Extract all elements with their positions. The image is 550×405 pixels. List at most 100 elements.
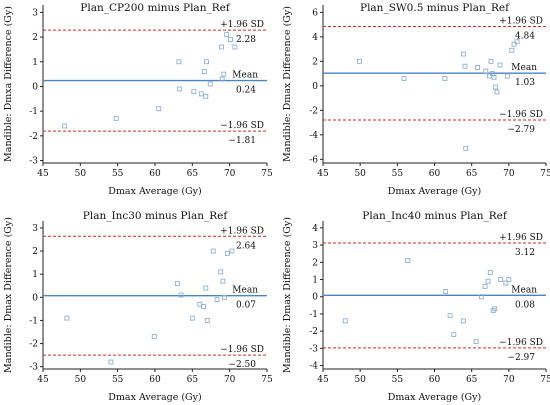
x-tick-label: 65 [187,169,199,179]
y-tick-label: -3 [29,157,38,167]
y-tick-label: -3 [309,344,318,354]
data-point [229,248,235,254]
data-point [219,76,225,82]
lower-limit-value: −1.81 [228,136,256,146]
y-tick-label: 0 [32,82,38,92]
y-tick-label: 6 [312,8,318,18]
data-point [494,89,500,95]
y-axis-label: Mandible: Dmax Difference (Gy) [3,217,14,373]
x-tick-label: 45 [317,169,329,179]
data-point [108,359,114,365]
data-point [493,84,498,90]
x-tick-label: 50 [75,169,87,179]
chart-title: Plan_Inc40 minus Plan_Ref [362,210,508,222]
x-tick-label: 45 [317,375,329,385]
chart-panel-3: Plan_Inc30 minus Plan_Ref 45 50 55 60 65 70 75 -… [3,210,273,403]
chart-panel-1: Plan_CP200 minus Plan_Ref 45 50 55 60 65 70 75 -… [3,2,273,197]
mean-label: Mean [511,63,537,73]
x-tick-label: 75 [540,169,550,179]
data-point [214,297,220,303]
x-tick-label: 75 [540,375,550,385]
x-tick-label: 60 [149,169,161,179]
y-tick-label: 1 [32,270,38,280]
lower-limit-label: −1.96 SD [499,110,543,120]
y-tick-label: 1 [312,276,318,286]
lower-limit-label: −1.96 SD [220,345,264,355]
x-tick-label: 75 [261,375,273,385]
data-point [405,258,411,264]
y-tick-label: 3 [32,8,38,18]
y-tick-label: -4 [309,362,318,372]
data-point [224,250,230,256]
data-point [232,44,238,50]
data-point [201,69,207,75]
lower-limit-value: −2.79 [507,125,535,135]
data-point [475,65,481,70]
y-tick-label: 0 [32,293,38,303]
chart-panel-4: Plan_Inc40 minus Plan_Ref 45 50 55 60 65 70 75 -… [282,210,550,403]
data-point [177,86,183,92]
data-point [207,81,213,87]
x-tick-label: 75 [261,169,273,179]
data-point [442,76,448,81]
x-tick-label: 50 [354,375,366,385]
x-axis-label: Dmax Average (Gy) [108,392,201,403]
upper-limit-label: +1.96 SD [499,233,543,243]
lower-limit-label: −1.96 SD [499,338,543,348]
data-point [201,304,206,310]
data-point [504,73,510,79]
data-point [462,63,468,69]
data-point [492,306,498,312]
x-tick-label: 70 [224,375,236,385]
y-tick-label: 3 [32,224,38,234]
upper-limit-value: 4.84 [515,32,535,42]
data-point [113,116,119,122]
y-axis-label: Mandible: Dmxa Difference (Gy) [3,6,14,162]
data-point [227,37,233,43]
y-tick-label: -2 [309,327,318,337]
x-tick-label: 60 [149,375,161,385]
data-point [514,39,520,45]
mean-value: 0.24 [236,86,256,96]
data-point [451,332,457,338]
data-point [401,76,407,81]
data-point [478,294,484,300]
mean-value: 1.03 [515,78,535,88]
data-point [62,123,68,129]
y-tick-label: -2 [309,106,318,116]
upper-limit-value: 2.28 [236,35,256,45]
x-tick-label: 70 [503,169,515,179]
data-point [482,283,488,289]
y-tick-label: 4 [312,33,318,43]
y-tick-label: 1 [32,58,38,68]
y-tick-label: 4 [312,224,318,234]
x-tick-label: 50 [354,169,366,179]
data-point [191,88,197,94]
data-point [497,62,503,68]
data-point [156,106,162,112]
data-point [210,248,216,254]
y-axis-label: Mandible: Dmax Difference (Gy) [282,6,293,162]
y-tick-label: -4 [309,131,318,141]
upper-limit-label: +1.96 SD [220,226,264,236]
y-tick-label: 2 [312,57,318,67]
data-point [64,315,70,321]
lower-limit-label: −1.96 SD [220,121,264,131]
x-tick-label: 55 [112,169,124,179]
chart-title: Plan_CP200 minus Plan_Ref [80,2,231,14]
data-point [506,277,512,282]
data-point [473,339,479,344]
x-tick-label: 55 [392,375,404,385]
data-point [204,59,209,65]
y-tick-label: 2 [32,33,38,43]
x-tick-label: 65 [187,375,199,385]
x-tick-label: 70 [224,169,236,179]
y-tick-label: 3 [312,241,318,251]
data-point [342,318,348,324]
y-tick-label: -1 [309,310,318,320]
x-tick-label: 55 [392,169,404,179]
y-tick-label: -2 [29,132,38,142]
chart-title: Plan_Inc30 minus Plan_Ref [83,210,229,222]
